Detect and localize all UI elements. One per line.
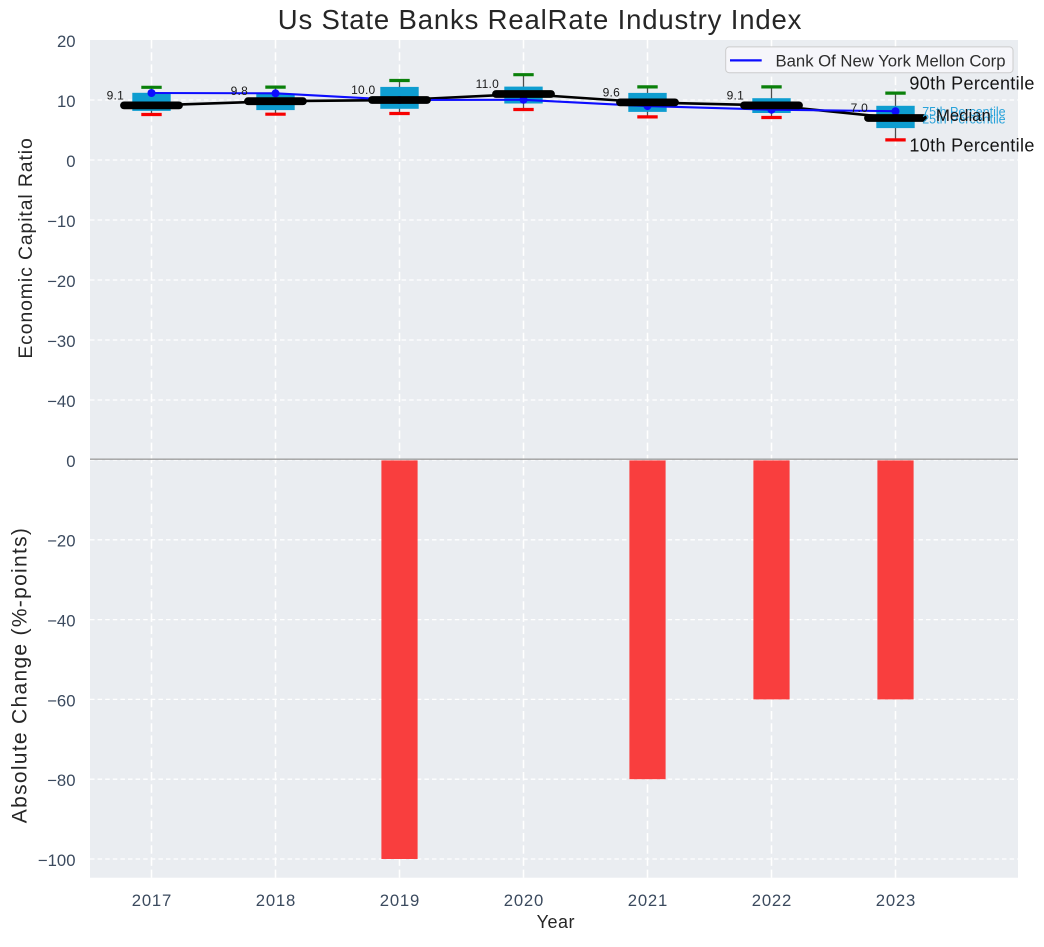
- svg-text:Us State Banks RealRate Indust: Us State Banks RealRate Industry Index: [278, 4, 803, 35]
- svg-text:11.0: 11.0: [476, 77, 500, 91]
- svg-text:−100: −100: [38, 851, 76, 870]
- svg-text:2017: 2017: [132, 891, 172, 910]
- svg-text:−30: −30: [47, 332, 75, 351]
- svg-text:2019: 2019: [380, 891, 420, 910]
- svg-text:Absolute Change (%-points): Absolute Change (%-points): [9, 527, 32, 823]
- svg-text:Bank Of New York Mellon Corp: Bank Of New York Mellon Corp: [776, 51, 1006, 70]
- svg-text:75th Percentile: 75th Percentile: [922, 105, 1005, 119]
- svg-text:−60: −60: [47, 691, 75, 710]
- svg-text:Economic Capital Ratio: Economic Capital Ratio: [15, 137, 37, 358]
- svg-text:−10: −10: [47, 212, 75, 231]
- svg-text:2021: 2021: [628, 891, 668, 910]
- svg-text:10.0: 10.0: [351, 83, 375, 97]
- svg-text:Median: Median: [936, 106, 991, 125]
- svg-text:2022: 2022: [752, 891, 792, 910]
- svg-text:9.8: 9.8: [231, 84, 249, 98]
- svg-text:2023: 2023: [876, 891, 916, 910]
- svg-text:25th Percentile: 25th Percentile: [922, 113, 1005, 127]
- svg-text:10th Percentile: 10th Percentile: [909, 136, 1034, 156]
- svg-text:9.1: 9.1: [727, 88, 745, 102]
- svg-text:Year: Year: [537, 912, 575, 932]
- svg-text:−40: −40: [47, 612, 75, 631]
- svg-text:10: 10: [57, 92, 76, 111]
- svg-text:90th Percentile: 90th Percentile: [909, 74, 1034, 94]
- svg-text:9.1: 9.1: [107, 88, 125, 102]
- svg-text:0: 0: [66, 152, 75, 171]
- svg-text:2020: 2020: [504, 891, 544, 910]
- svg-text:7.0: 7.0: [851, 101, 869, 115]
- svg-text:20: 20: [57, 32, 76, 51]
- svg-text:2018: 2018: [256, 891, 296, 910]
- svg-text:−20: −20: [47, 272, 75, 291]
- svg-text:−40: −40: [47, 392, 75, 411]
- svg-text:−20: −20: [47, 532, 75, 551]
- svg-text:9.6: 9.6: [603, 85, 621, 99]
- svg-text:0: 0: [66, 452, 75, 471]
- svg-text:−80: −80: [47, 771, 75, 790]
